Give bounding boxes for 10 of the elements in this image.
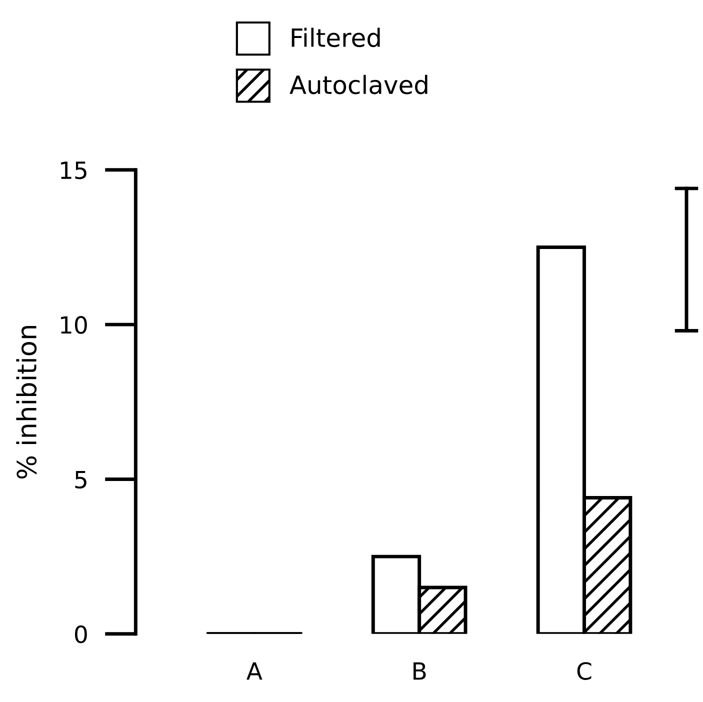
legend-label: Autoclaved [290, 74, 428, 94]
y-tick-label: 10 [61, 316, 87, 334]
y-tick-label: 0 [74, 625, 87, 644]
y-axis-title: % inhibition [16, 326, 37, 479]
legend-label: Filtered [292, 28, 380, 48]
x-tick-label: C [577, 662, 592, 680]
y-tick-label: 5 [75, 470, 86, 489]
y-tick-label: 15 [61, 162, 86, 180]
x-tick-label: B [414, 662, 426, 680]
x-tick-label: A [246, 662, 262, 680]
